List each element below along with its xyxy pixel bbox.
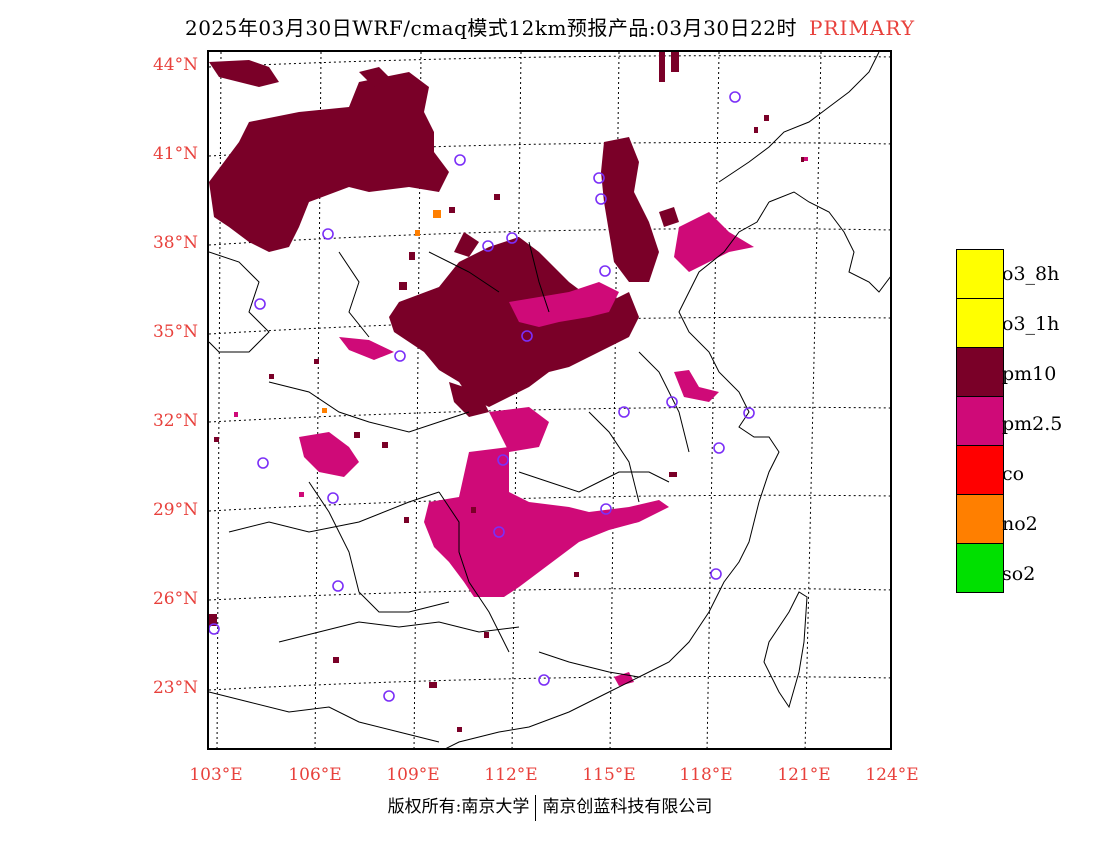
- x-tick-label: 112°E: [484, 765, 538, 785]
- footer-right: 南京创蓝科技有限公司: [542, 797, 713, 817]
- legend-label: no2: [1002, 513, 1038, 535]
- y-tick-label: 26°N: [152, 589, 198, 609]
- legend-swatch-so2: [956, 543, 1004, 593]
- y-tick-label: 41°N: [152, 144, 198, 164]
- map-title: 2025年03月30日WRF/cmaq模式12km预报产品:03月30日22时 P…: [0, 12, 1100, 41]
- map-canvas: [209, 52, 890, 748]
- title-main: 2025年03月30日WRF/cmaq模式12km预报产品:03月30日22时: [184, 16, 798, 40]
- scattered-cells: [209, 52, 808, 732]
- boundaries: [209, 52, 890, 748]
- legend-label: co: [1002, 463, 1025, 485]
- x-tick-label: 103°E: [189, 765, 243, 785]
- legend-swatch-o3-8h: [956, 249, 1004, 299]
- footer-left: 版权所有:南京大学: [387, 797, 530, 817]
- x-tick-label: 115°E: [582, 765, 636, 785]
- x-tick-label: 118°E: [679, 765, 733, 785]
- legend-label: o3_8h: [1002, 263, 1060, 285]
- legend-swatch-pm10: [956, 347, 1004, 397]
- station-markers: [209, 91, 755, 702]
- pollutant-legend: o3_8h o3_1h pm10 pm2.5 co no2 so2: [956, 249, 1062, 593]
- footer-separator: [535, 794, 537, 821]
- x-tick-label: 109°E: [386, 765, 440, 785]
- x-tick-label: 106°E: [288, 765, 342, 785]
- title-tag: PRIMARY: [809, 16, 916, 40]
- legend-swatch-no2: [956, 494, 1004, 544]
- no2-cells: [322, 210, 441, 413]
- legend-label: pm2.5: [1002, 413, 1063, 435]
- y-tick-label: 35°N: [152, 322, 198, 342]
- y-tick-label: 44°N: [152, 55, 198, 75]
- legend-swatch-o3-1h: [956, 298, 1004, 348]
- x-tick-label: 121°E: [777, 765, 831, 785]
- legend-label: pm10: [1002, 363, 1057, 385]
- y-tick-label: 38°N: [152, 233, 198, 253]
- legend-swatch-co: [956, 445, 1004, 495]
- pm10-regions: [209, 60, 679, 417]
- forecast-map: [207, 50, 892, 750]
- legend-label: o3_1h: [1002, 313, 1060, 335]
- legend-swatch-pm25: [956, 396, 1004, 446]
- x-tick-label: 124°E: [865, 765, 919, 785]
- copyright-footer: 版权所有:南京大学 南京创蓝科技有限公司: [0, 792, 1100, 821]
- y-tick-label: 32°N: [152, 411, 198, 431]
- y-tick-label: 23°N: [152, 678, 198, 698]
- y-tick-label: 29°N: [152, 500, 198, 520]
- legend-label: so2: [1002, 563, 1036, 585]
- pm25-regions: [299, 212, 754, 686]
